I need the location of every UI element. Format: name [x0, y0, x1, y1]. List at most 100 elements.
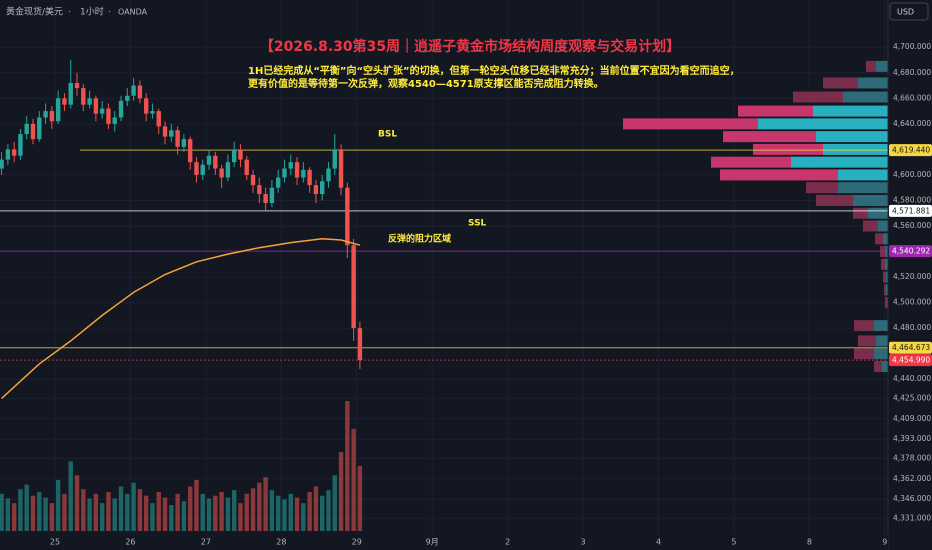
volume-bar	[187, 486, 193, 531]
level-tag	[889, 341, 932, 354]
overlay	[1, 238, 361, 399]
profile-up	[816, 131, 888, 143]
candle-body	[187, 139, 193, 163]
profile-up	[886, 271, 888, 283]
candle-body	[18, 134, 23, 156]
volume-bar	[125, 493, 130, 531]
volume-bar	[313, 486, 319, 531]
volume-bar	[24, 484, 29, 531]
x-tick-label: 26	[125, 538, 135, 547]
candle-body	[49, 111, 55, 122]
level-tag	[889, 245, 932, 258]
candle-body	[156, 111, 161, 127]
profile-down	[875, 233, 883, 245]
candle-body	[231, 149, 237, 163]
profile-down	[711, 156, 791, 168]
volume-bar	[181, 501, 187, 531]
volume-bar	[118, 486, 124, 531]
y-tick-label: 4,560.000	[893, 221, 931, 230]
levels	[0, 149, 888, 361]
volume-bar	[351, 428, 356, 531]
candle-body	[137, 85, 143, 99]
y-tick-label: 4,331.000	[893, 513, 931, 522]
annotation: BSL	[378, 130, 397, 140]
y-tick-label: 4,640.000	[893, 119, 931, 128]
candle-body	[81, 88, 86, 105]
volume-bar	[55, 479, 61, 531]
volume-bar	[225, 497, 231, 531]
volume-bar	[150, 503, 155, 531]
volume-bar	[131, 482, 136, 531]
candle-body	[55, 98, 61, 122]
volume-bar	[257, 482, 262, 531]
candle-body	[275, 177, 281, 188]
volume-bar	[206, 498, 212, 531]
volume-bar	[244, 493, 249, 531]
volume-bar	[175, 493, 180, 531]
profile-down	[874, 360, 882, 372]
profile-down	[816, 194, 853, 206]
candle-body	[319, 181, 325, 195]
candle-body	[74, 82, 80, 89]
candle-body	[99, 108, 105, 114]
level-label: 4,464.673	[892, 343, 930, 352]
profile-up	[874, 320, 888, 332]
profile-down	[623, 118, 758, 130]
profile-down	[720, 169, 838, 181]
candle-body	[257, 185, 262, 195]
y-tick-label: 4,520.000	[893, 272, 931, 281]
volume-bar	[18, 489, 23, 531]
candle-body	[219, 168, 224, 178]
volume-bar	[37, 492, 42, 531]
candle-body	[294, 162, 300, 178]
level-label: 4,571.881	[892, 206, 930, 215]
y-tick-label: 4,378.000	[893, 453, 931, 462]
candle-body	[244, 159, 249, 175]
volume-bar	[74, 475, 80, 531]
candle-body	[307, 169, 312, 186]
candle-body	[118, 100, 124, 118]
volume-bar	[219, 492, 224, 531]
candle-body	[93, 98, 99, 114]
profile-up	[838, 169, 888, 181]
level-label: 4,540.292	[892, 247, 930, 256]
volume-bar	[275, 495, 281, 531]
volume-bar	[87, 498, 92, 531]
profile-up	[838, 182, 888, 194]
candle-body	[24, 123, 29, 135]
volume-bar	[68, 461, 73, 531]
volume-bar	[106, 492, 111, 531]
profile-up	[823, 143, 888, 155]
candle-body	[200, 164, 205, 175]
candle-body	[313, 185, 319, 195]
title: 【2026.8.30第35周｜逍遥子黄金市场结构周度观察与交易计划】	[260, 38, 680, 55]
profile-down	[884, 284, 886, 296]
volume-bar	[169, 505, 174, 531]
profile-down	[866, 60, 876, 72]
candle-body	[43, 111, 48, 118]
profile-down	[854, 348, 874, 360]
time-axis	[0, 535, 888, 550]
volume-bar	[5, 498, 11, 531]
volume-bar	[213, 495, 218, 531]
profile-up	[843, 91, 888, 103]
level-tag	[889, 144, 932, 157]
candle-body	[106, 108, 111, 124]
candle-body	[301, 169, 306, 178]
candle-body	[169, 130, 174, 137]
volume-bar	[93, 493, 99, 531]
y-tick-label: 4,500.000	[893, 298, 931, 307]
candle-body	[213, 155, 218, 169]
currency[interactable]: USD	[897, 8, 914, 17]
volume-profile	[623, 60, 888, 372]
volume-bar	[301, 503, 306, 531]
currency-button[interactable]	[889, 2, 929, 21]
price-axis	[888, 0, 932, 550]
candle-body	[357, 328, 363, 361]
candle-body	[225, 162, 231, 178]
profile-up	[874, 348, 888, 360]
volume-bar	[162, 497, 168, 531]
volume-bar	[81, 489, 86, 531]
volume-bar	[326, 490, 331, 531]
y-tick-label: 4,700.000	[893, 42, 931, 51]
